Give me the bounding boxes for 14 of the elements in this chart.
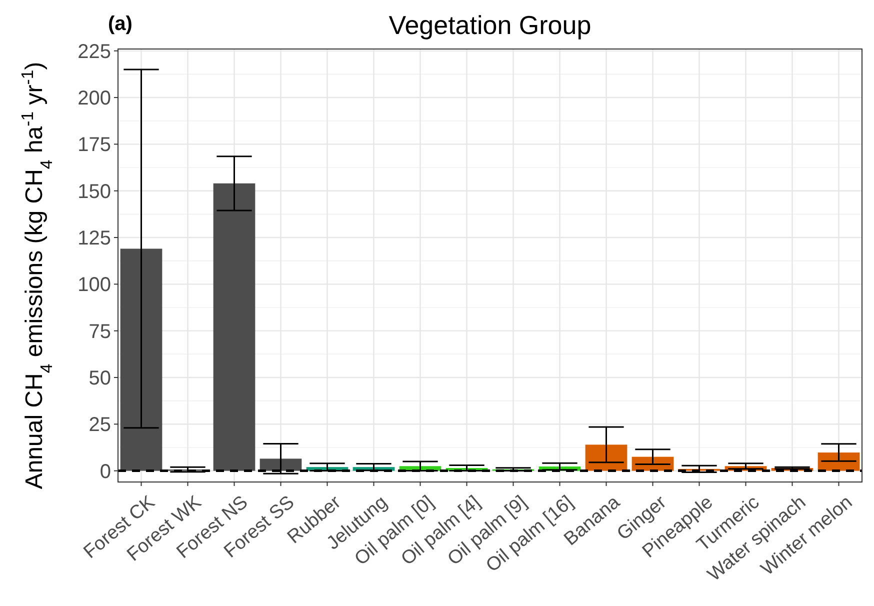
y-tick-label: 0 — [100, 460, 111, 483]
bar — [213, 183, 256, 471]
chart-title: Vegetation Group — [388, 10, 592, 40]
y-tick-label: 175 — [78, 134, 111, 156]
y-tick-label: 50 — [88, 367, 111, 390]
y-tick-label: 100 — [78, 274, 111, 296]
y-tick-label: 75 — [88, 320, 111, 343]
bar — [120, 248, 162, 471]
y-tick-label: 225 — [78, 40, 111, 63]
text: (a) — [108, 13, 132, 35]
y-tick-label: 25 — [88, 414, 111, 436]
y-tick-label: 200 — [78, 88, 111, 110]
y-tick-label: 125 — [78, 228, 111, 250]
y-tick-label: 150 — [78, 180, 111, 203]
